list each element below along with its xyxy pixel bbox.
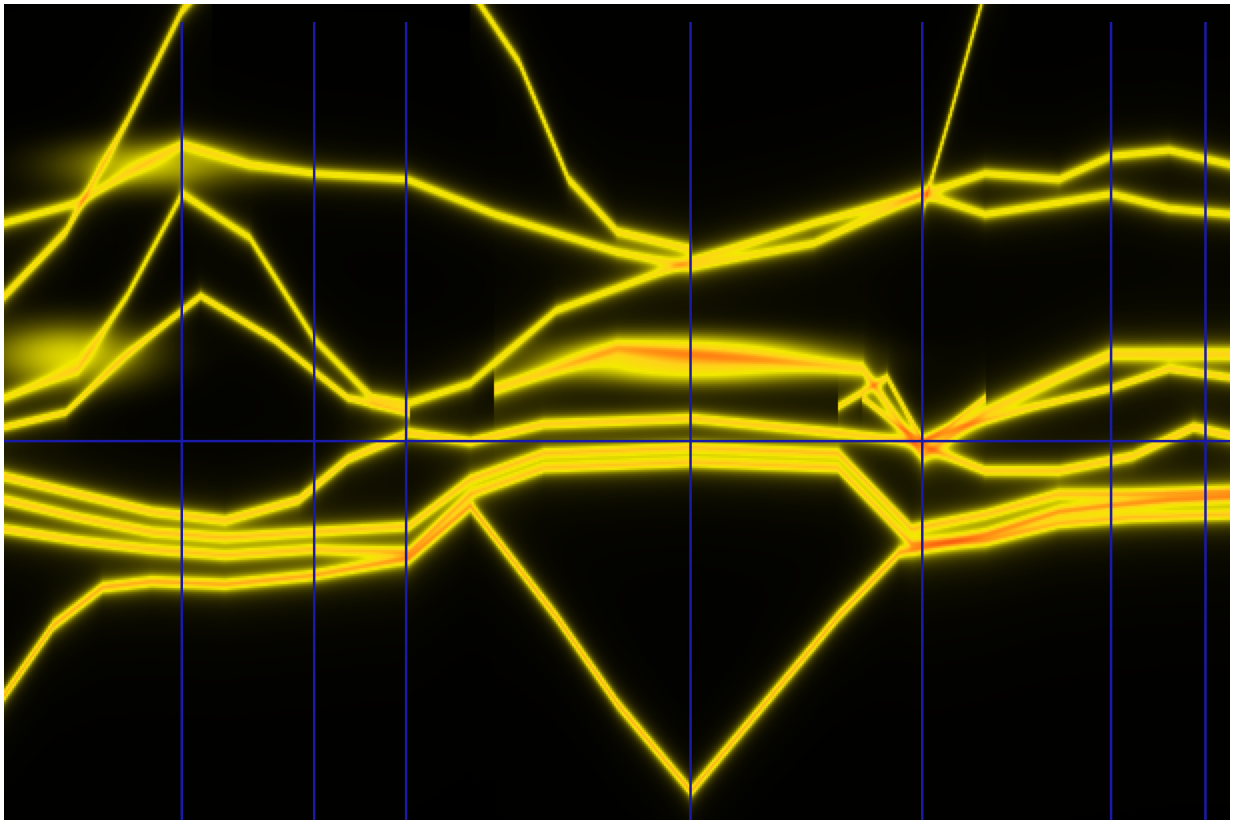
high-symmetry-lines [4, 22, 1230, 820]
spectral-image-frame [4, 4, 1230, 820]
spectral-function-heatmap [4, 4, 1230, 820]
